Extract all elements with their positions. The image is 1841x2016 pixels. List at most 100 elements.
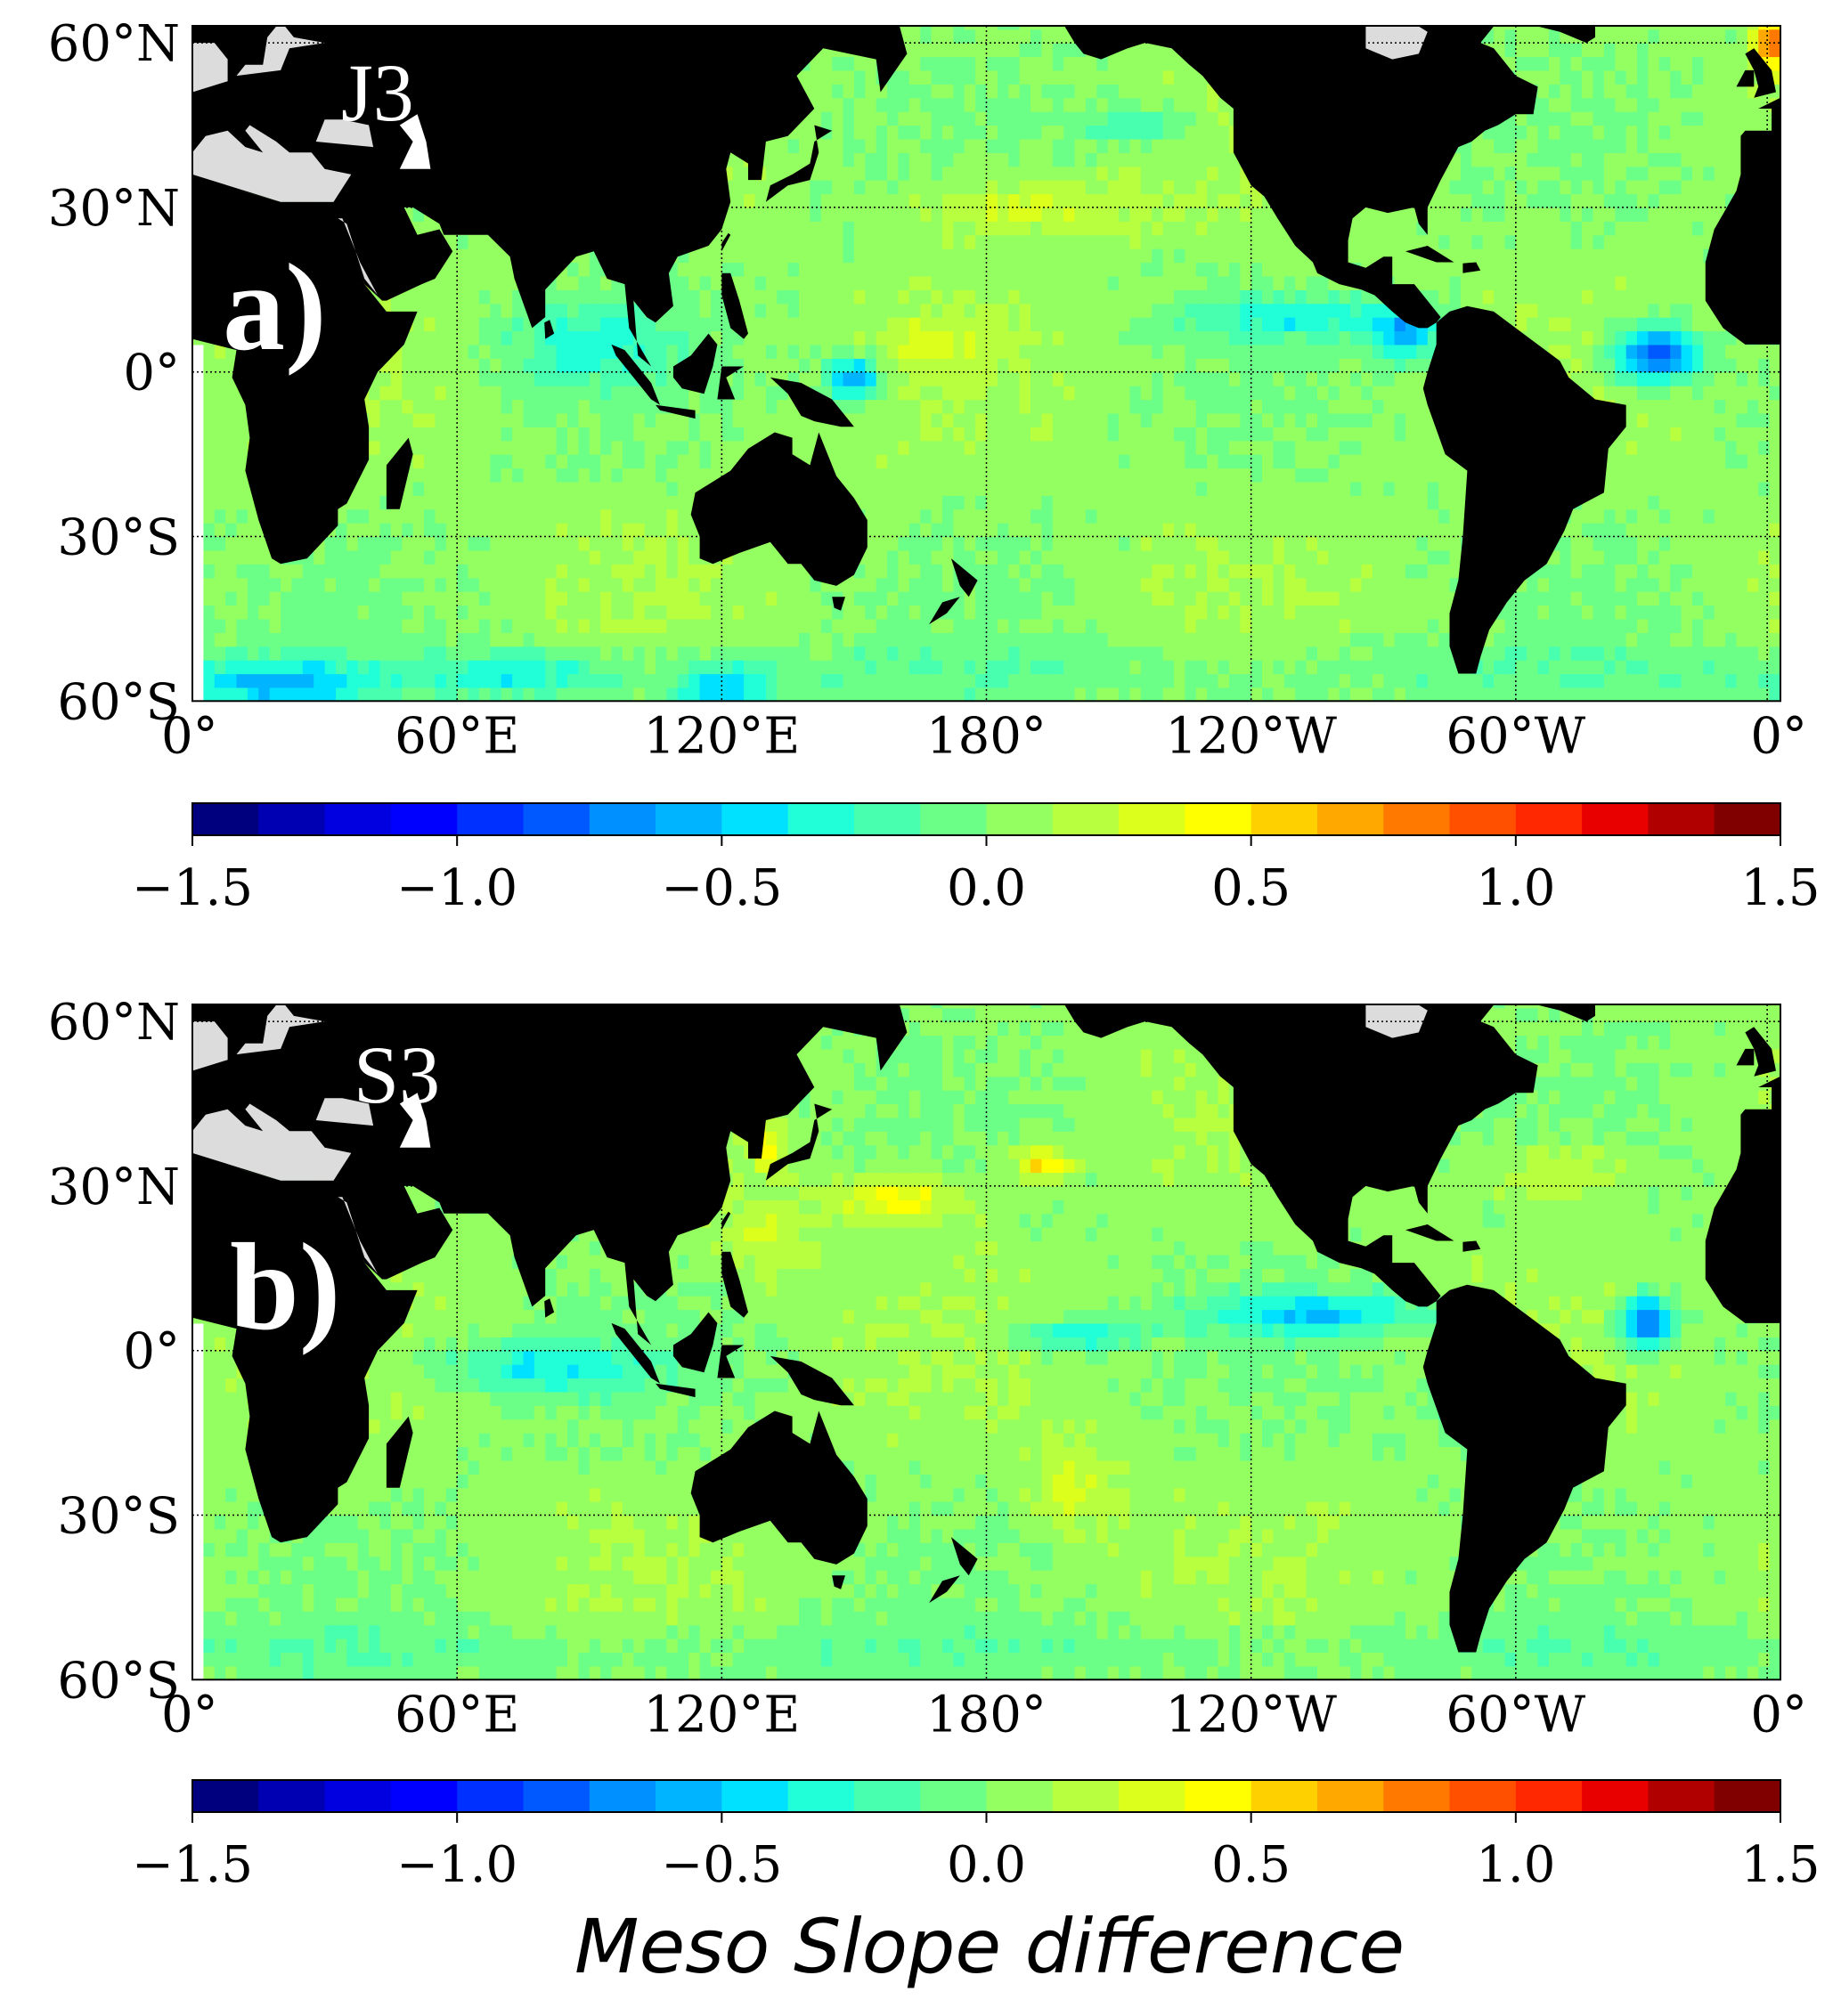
ocean-cell (402, 289, 414, 305)
ocean-cell (1085, 303, 1097, 318)
ocean-cell (468, 386, 480, 401)
ocean-cell (964, 549, 976, 565)
ocean-cell (1747, 564, 1759, 579)
ocean-cell (1240, 275, 1252, 290)
ocean-cell (920, 467, 933, 483)
ocean-cell (1306, 399, 1318, 414)
ocean-cell (1416, 618, 1429, 633)
ocean-cell (390, 412, 403, 427)
ocean-cell (1096, 660, 1109, 675)
ocean-cell (1681, 646, 1693, 661)
ocean-cell (1703, 317, 1715, 332)
ocean-cell (1658, 481, 1671, 496)
ocean-cell (975, 605, 988, 620)
ocean-cell (402, 495, 414, 510)
ocean-cell (247, 508, 259, 524)
ocean-cell (545, 358, 558, 373)
ocean-cell (1295, 440, 1307, 455)
ocean-cell (402, 344, 414, 359)
ocean-cell (1129, 673, 1142, 688)
ocean-cell (644, 687, 656, 702)
ocean-cell (291, 564, 304, 579)
ocean-cell (644, 467, 656, 483)
ocean-cell (964, 262, 976, 277)
ocean-cell (578, 618, 591, 633)
ocean-cell (1250, 523, 1263, 538)
ocean-cell (1306, 549, 1318, 565)
ocean-cell (1416, 358, 1429, 373)
ocean-cell (1625, 687, 1638, 702)
ocean-cell (1394, 673, 1406, 688)
ocean-cell (501, 371, 513, 386)
ocean-cell (1085, 386, 1097, 401)
ocean-cell (688, 262, 701, 277)
ocean-cell (214, 673, 226, 688)
ocean-cell (1648, 577, 1660, 592)
ocean-cell (1758, 536, 1771, 551)
ocean-cell (1052, 412, 1064, 427)
ocean-cell (357, 618, 370, 633)
ocean-cell (975, 371, 988, 386)
ocean-cell (1162, 536, 1175, 551)
ocean-cell (1207, 248, 1219, 264)
ocean-cell (1250, 564, 1263, 579)
ocean-cell (1250, 632, 1263, 647)
ocean-cell (865, 687, 877, 702)
ocean-cell (236, 481, 248, 496)
ocean-cell (512, 467, 525, 483)
ocean-cell (1119, 454, 1131, 469)
ocean-cell (1250, 358, 1263, 373)
ocean-cell (997, 262, 1009, 277)
ocean-cell (412, 371, 425, 386)
ocean-cell (567, 687, 579, 702)
ocean-cell (1063, 660, 1076, 675)
ocean-cell (997, 386, 1009, 401)
ocean-cell (369, 577, 381, 592)
ocean-cell (1714, 344, 1726, 359)
ocean-cell (1195, 577, 1208, 592)
ocean-cell (1250, 317, 1263, 332)
ocean-cell (501, 262, 513, 277)
ocean-cell (1515, 687, 1527, 702)
ocean-cell (556, 454, 568, 469)
ocean-cell (1218, 289, 1230, 305)
ocean-cell (589, 646, 601, 661)
ocean-cell (1063, 399, 1076, 414)
ocean-cell (666, 427, 679, 442)
ocean-cell (876, 358, 888, 373)
ocean-cell (1736, 646, 1748, 661)
ocean-cell (1615, 344, 1627, 359)
ocean-cell (1637, 467, 1649, 483)
ocean-cell (512, 412, 525, 427)
ocean-cell (622, 536, 634, 551)
ocean-cell (1052, 317, 1064, 332)
ocean-cell (424, 467, 436, 483)
ocean-cell (1240, 549, 1252, 565)
ocean-cell (501, 618, 513, 633)
ocean-cell (1769, 412, 1781, 427)
ocean-cell (1317, 289, 1329, 305)
ocean-cell (203, 564, 216, 579)
ocean-cell (556, 523, 568, 538)
ocean-cell (953, 467, 965, 483)
ocean-cell (1283, 454, 1296, 469)
ocean-cell (390, 549, 403, 565)
ocean-cell (214, 427, 226, 442)
ocean-cell (688, 564, 701, 579)
ocean-cell (534, 386, 546, 401)
ocean-cell (545, 618, 558, 633)
ocean-cell (953, 330, 965, 345)
ocean-cell (1195, 317, 1208, 332)
ocean-cell (1339, 289, 1351, 305)
ocean-cell (997, 467, 1009, 483)
ocean-cell (611, 481, 623, 496)
ocean-cell (1207, 275, 1219, 290)
ocean-cell (1273, 262, 1285, 277)
ocean-cell (1725, 523, 1738, 538)
ocean-cell (1361, 577, 1373, 592)
ocean-cell (1228, 412, 1241, 427)
ocean-cell (412, 687, 425, 702)
ocean-cell (1030, 591, 1042, 606)
ocean-cell (1030, 660, 1042, 675)
ocean-cell (876, 317, 888, 332)
